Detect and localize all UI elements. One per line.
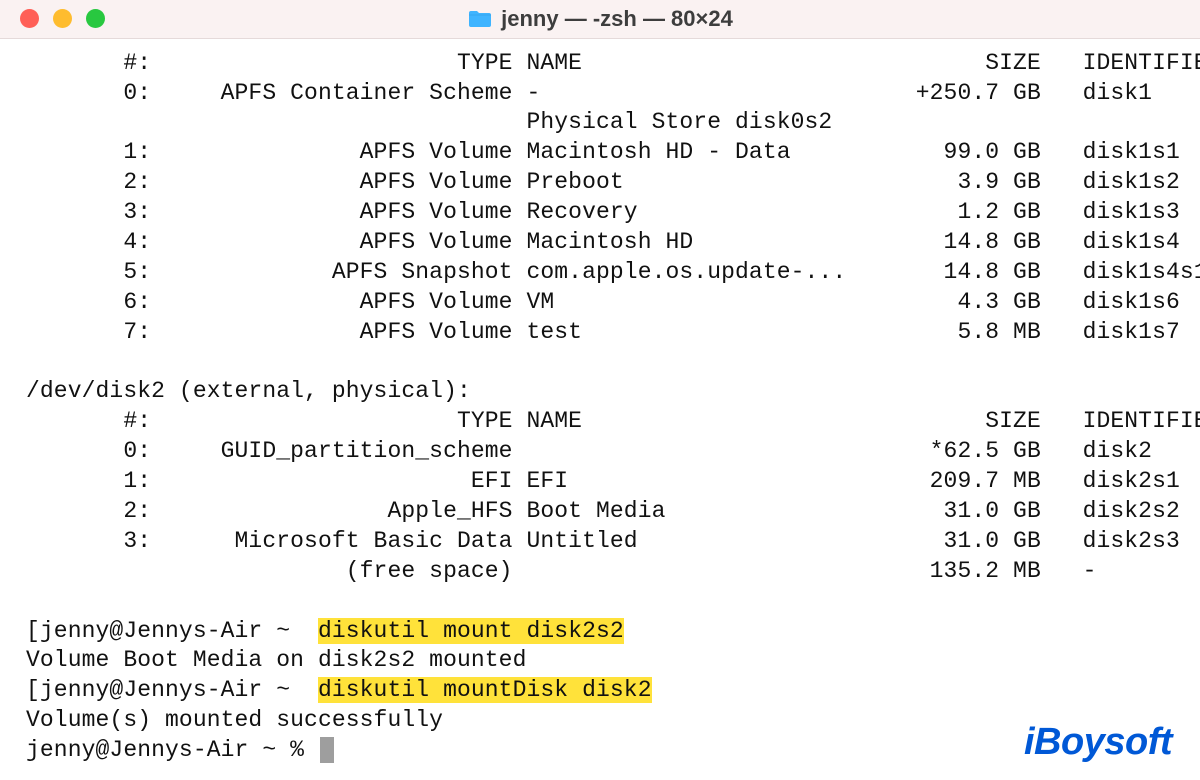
close-button[interactable]	[20, 9, 39, 28]
terminal-body[interactable]: #: TYPE NAME SIZE IDENTIFIER 0: APFS Con…	[0, 39, 1200, 780]
traffic-lights	[0, 9, 105, 28]
title-bar: jenny — -zsh — 80×24	[0, 0, 1200, 39]
terminal-cursor	[320, 737, 334, 763]
minimize-button[interactable]	[53, 9, 72, 28]
zoom-button[interactable]	[86, 9, 105, 28]
terminal-window: jenny — -zsh — 80×24 #: TYPE NAME SIZE I…	[0, 0, 1200, 780]
window-title: jenny — -zsh — 80×24	[501, 6, 733, 32]
window-title-container: jenny — -zsh — 80×24	[0, 6, 1200, 32]
watermark-logo: iBoysoft	[1024, 721, 1172, 764]
folder-icon	[467, 9, 493, 29]
